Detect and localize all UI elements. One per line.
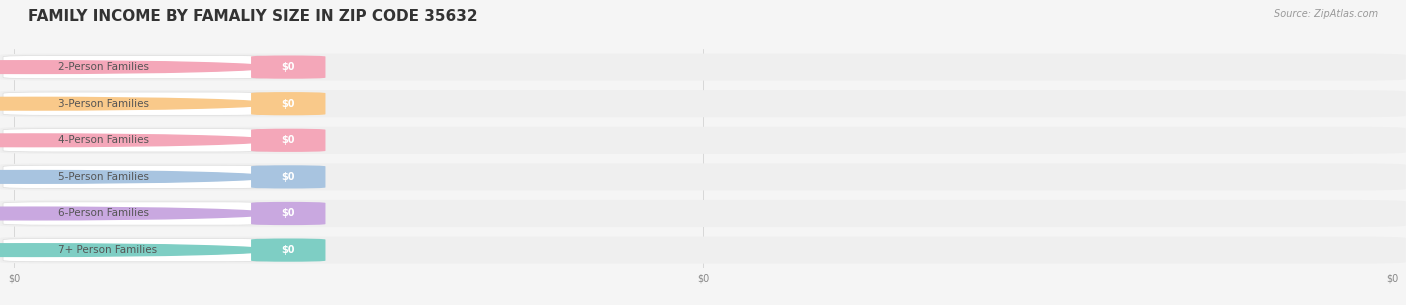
Text: Source: ZipAtlas.com: Source: ZipAtlas.com: [1274, 9, 1378, 19]
Circle shape: [0, 207, 271, 220]
Text: $0: $0: [281, 135, 295, 145]
Text: 4-Person Families: 4-Person Families: [58, 135, 149, 145]
FancyBboxPatch shape: [3, 165, 266, 188]
Text: 7+ Person Families: 7+ Person Families: [58, 245, 157, 255]
FancyBboxPatch shape: [252, 165, 325, 188]
FancyBboxPatch shape: [0, 127, 1406, 154]
FancyBboxPatch shape: [0, 163, 1406, 190]
FancyBboxPatch shape: [3, 92, 266, 115]
Text: $0: $0: [281, 62, 295, 72]
FancyBboxPatch shape: [3, 56, 266, 79]
Text: $0: $0: [281, 99, 295, 109]
Text: 3-Person Families: 3-Person Families: [58, 99, 149, 109]
FancyBboxPatch shape: [252, 56, 325, 79]
Text: FAMILY INCOME BY FAMALIY SIZE IN ZIP CODE 35632: FAMILY INCOME BY FAMALIY SIZE IN ZIP COD…: [28, 9, 478, 24]
FancyBboxPatch shape: [0, 200, 1406, 227]
Circle shape: [0, 61, 271, 74]
Circle shape: [0, 244, 271, 257]
FancyBboxPatch shape: [252, 202, 325, 225]
FancyBboxPatch shape: [252, 129, 325, 152]
Text: 6-Person Families: 6-Person Families: [58, 209, 149, 218]
Text: 2-Person Families: 2-Person Families: [58, 62, 149, 72]
Circle shape: [0, 97, 271, 110]
FancyBboxPatch shape: [0, 54, 1406, 81]
FancyBboxPatch shape: [0, 90, 1406, 117]
FancyBboxPatch shape: [3, 239, 266, 262]
Text: $0: $0: [281, 172, 295, 182]
FancyBboxPatch shape: [0, 237, 1406, 264]
FancyBboxPatch shape: [252, 92, 325, 115]
Text: $0: $0: [281, 245, 295, 255]
FancyBboxPatch shape: [3, 202, 266, 225]
FancyBboxPatch shape: [3, 129, 266, 152]
Text: 5-Person Families: 5-Person Families: [58, 172, 149, 182]
Text: $0: $0: [281, 209, 295, 218]
FancyBboxPatch shape: [252, 239, 325, 262]
Circle shape: [0, 170, 271, 183]
Circle shape: [0, 134, 271, 147]
